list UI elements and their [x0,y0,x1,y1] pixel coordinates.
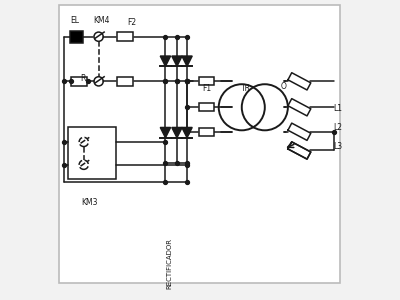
Bar [199,77,214,86]
Polygon shape [172,128,182,138]
Text: KM4: KM4 [93,16,110,25]
Text: TR: TR [241,84,251,93]
Polygon shape [160,128,171,138]
Polygon shape [172,56,182,66]
Text: L1: L1 [333,104,342,113]
Bar [117,32,134,41]
Text: O: O [280,82,286,91]
Text: F1: F1 [202,84,211,93]
Bar [199,128,214,136]
Text: L2: L2 [333,123,342,132]
Text: L3: L3 [333,142,342,151]
Text: F2: F2 [128,18,137,27]
Bar [70,31,83,43]
Text: EL: EL [70,16,79,25]
Polygon shape [182,128,192,138]
Bar [71,77,87,86]
Bar [199,103,214,111]
Text: KM3: KM3 [82,198,98,207]
Text: RECTIFICADOR: RECTIFICADOR [167,238,173,289]
Polygon shape [160,56,171,66]
Bar [68,128,116,179]
Text: R: R [80,74,85,83]
Bar [117,77,134,86]
Polygon shape [182,56,192,66]
